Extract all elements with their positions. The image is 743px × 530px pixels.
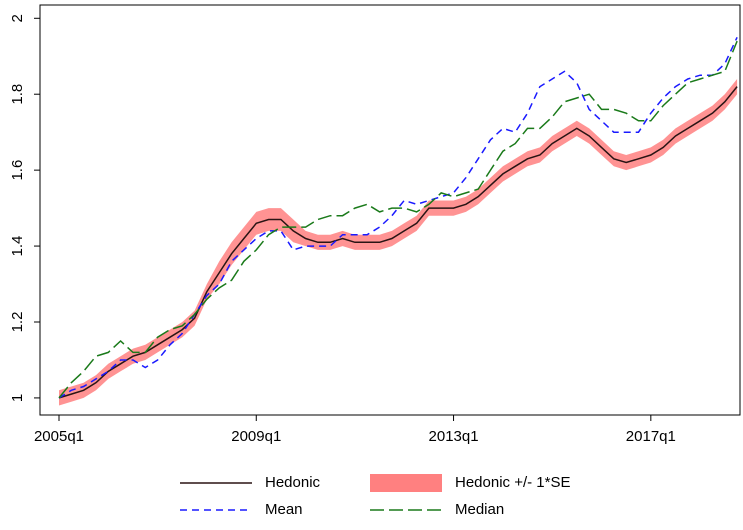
legend-label: Hedonic +/- 1*SE (455, 474, 570, 491)
y-tick-label: 1.4 (9, 236, 26, 257)
legend-swatch (370, 474, 442, 492)
legend-label: Hedonic (265, 474, 321, 491)
legend-label: Median (455, 501, 504, 518)
series-line (58, 86, 738, 399)
x-tick-label: 2005q1 (34, 428, 84, 445)
se-band (59, 79, 738, 406)
plot-frame (39, 4, 741, 416)
y-tick-label: 2 (9, 14, 26, 22)
y-tick-label: 1.6 (9, 160, 26, 181)
series-line (58, 40, 738, 399)
x-tick-label: 2009q1 (231, 428, 281, 445)
y-tick-label: 1.8 (9, 84, 26, 105)
x-tick-label: 2017q1 (626, 428, 676, 445)
series-line (58, 36, 738, 399)
y-tick-label: 1.2 (9, 312, 26, 333)
y-tick-label: 1 (9, 394, 26, 402)
x-tick-label: 2013q1 (429, 428, 479, 445)
legend-label: Mean (265, 501, 303, 518)
